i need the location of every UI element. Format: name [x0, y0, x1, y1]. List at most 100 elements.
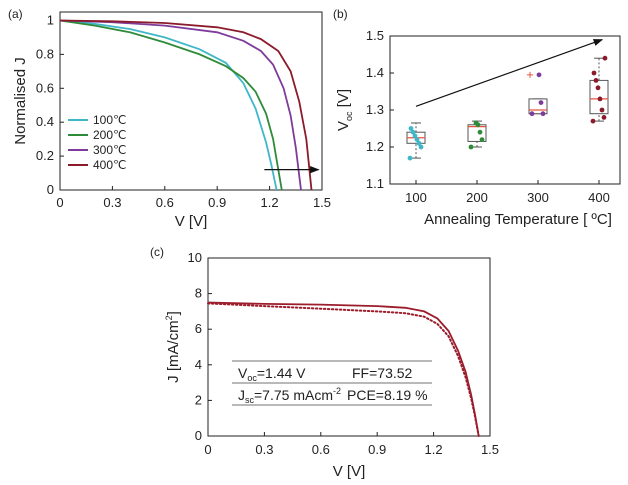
y-tick-label: 0.4: [36, 114, 54, 129]
x-tick-label: 1.2: [261, 195, 279, 210]
ff-stat: FF=73.52: [352, 365, 413, 381]
plot-frame: [389, 35, 621, 185]
legend-label: 200℃: [93, 128, 127, 142]
panel-c-chart: V [V] J [mA/cm2] Voc=1.44 V FF=73.52 Jsc…: [164, 250, 499, 480]
jsc-value: =7.75 mAcm: [254, 387, 333, 403]
x-axis-label: V [V]: [175, 213, 208, 230]
series-line-solid: [207, 301, 480, 437]
y-tick-label: 6: [195, 321, 202, 336]
jsc-subscript: sc: [245, 395, 255, 405]
legend-label: 300℃: [93, 143, 127, 157]
y-tick-label: 1.1: [366, 176, 384, 191]
x-tick-label: 1.5: [481, 442, 499, 457]
y-tick-label: 0.2: [36, 148, 54, 163]
data-point: [412, 133, 418, 139]
x-tick-label: 0.6: [156, 195, 174, 210]
y-axis-symbol: V: [335, 121, 352, 131]
y-tick-label: 10: [188, 250, 202, 265]
data-point: [416, 140, 422, 146]
x-tick-label: 1.2: [425, 442, 443, 457]
x-tick-label: 1.5: [313, 195, 331, 210]
voc-subscript: oc: [247, 373, 257, 383]
series-line-0: [59, 19, 278, 191]
data-point: [602, 55, 608, 61]
y-tick-label: 0.8: [36, 46, 54, 61]
x-tick-label: 0.3: [255, 442, 273, 457]
data-point: [536, 72, 542, 78]
y-tick-label: 8: [195, 286, 202, 301]
y-axis-end: ]: [165, 311, 182, 315]
data-point: [597, 96, 603, 102]
data-point: [593, 78, 599, 83]
jsc-symbol: J: [238, 387, 245, 403]
panel-c-label: (c): [150, 245, 164, 259]
data-point: [418, 144, 424, 150]
series-line-dotted: [207, 302, 480, 437]
y-tick-label: 2: [195, 392, 202, 407]
data-point: [529, 111, 535, 117]
x-tick-label: 0: [204, 442, 211, 457]
x-tick-label: 0.9: [208, 195, 226, 210]
data-point: [590, 118, 596, 124]
voc-symbol: V: [238, 365, 248, 381]
y-axis-label: J [mA/cm2]: [164, 311, 182, 383]
data-point: [595, 85, 601, 91]
data-point: [601, 115, 607, 120]
jsc-stat: Jsc=7.75 mAcm-2: [238, 386, 341, 405]
x-tick-label: 0: [56, 195, 63, 210]
jsc-superscript: -2: [333, 386, 341, 396]
plot-frame: [59, 11, 323, 191]
data-point: [538, 100, 544, 105]
trend-arrow: [415, 39, 604, 107]
x-tick-label: 300: [527, 190, 549, 205]
y-axis-text: J [mA/cm: [165, 320, 182, 383]
voc-stat: Voc=1.44 V: [238, 365, 306, 383]
voc-value: =1.44 V: [257, 365, 306, 381]
y-tick-label: 0.6: [36, 80, 54, 95]
data-point: [407, 155, 413, 161]
y-axis-unit: [V]: [335, 89, 352, 112]
x-tick-label: 0.9: [368, 442, 386, 457]
x-tick-label: 400: [588, 190, 610, 205]
data-point: [410, 129, 416, 135]
legend-label: 100℃: [93, 113, 127, 127]
y-axis-label: Voc [V]: [335, 89, 354, 131]
y-axis-label: Normalised J: [12, 57, 29, 145]
panel-a-label: (a): [8, 7, 23, 21]
y-tick-label: 1.3: [366, 102, 384, 117]
data-point: [414, 137, 420, 143]
data-point: [540, 111, 546, 117]
series-line-3: [59, 19, 313, 191]
data-point: [477, 129, 483, 135]
pce-stat: PCE=8.19 %: [347, 387, 428, 403]
panel-b-label: (b): [333, 7, 348, 21]
plot-frame: [207, 257, 491, 437]
y-tick-label: 0: [195, 428, 202, 443]
y-axis-superscript: 2: [164, 315, 174, 320]
data-point: [408, 126, 414, 131]
panel-a-chart: V [V] Normalised J 0 0.3 0.6 0.9 1.2 1.5 0 0.2 0…: [12, 11, 331, 230]
y-tick-label: 4: [195, 357, 202, 372]
y-tick-label: 0: [47, 182, 54, 197]
data-point: [473, 120, 479, 126]
y-tick-label: 1: [47, 12, 54, 27]
y-axis-subscript: oc: [344, 111, 354, 121]
stats-table: Voc=1.44 V FF=73.52 Jsc=7.75 mAcm-2 PCE=…: [232, 360, 432, 406]
data-point: [599, 107, 605, 113]
data-point: [591, 70, 597, 76]
x-tick-label: 0.6: [312, 442, 330, 457]
legend-label: 400℃: [93, 158, 127, 172]
x-tick-label: 0.3: [103, 195, 121, 210]
y-tick-label: 1.4: [366, 65, 384, 80]
y-tick-label: 1.5: [366, 28, 384, 43]
data-point: [468, 144, 474, 150]
x-tick-label: 200: [466, 190, 488, 205]
x-tick-label: 100: [405, 190, 427, 205]
series-line-1: [59, 19, 283, 191]
panel-b-chart: Annealing Temperature [ ºC] Voc [V] 1.1 1…: [335, 28, 621, 228]
x-axis-label: Annealing Temperature [ ºC]: [424, 211, 612, 228]
series-line-2: [59, 19, 302, 191]
data-point: [479, 137, 485, 143]
y-tick-label: 1.2: [366, 139, 384, 154]
